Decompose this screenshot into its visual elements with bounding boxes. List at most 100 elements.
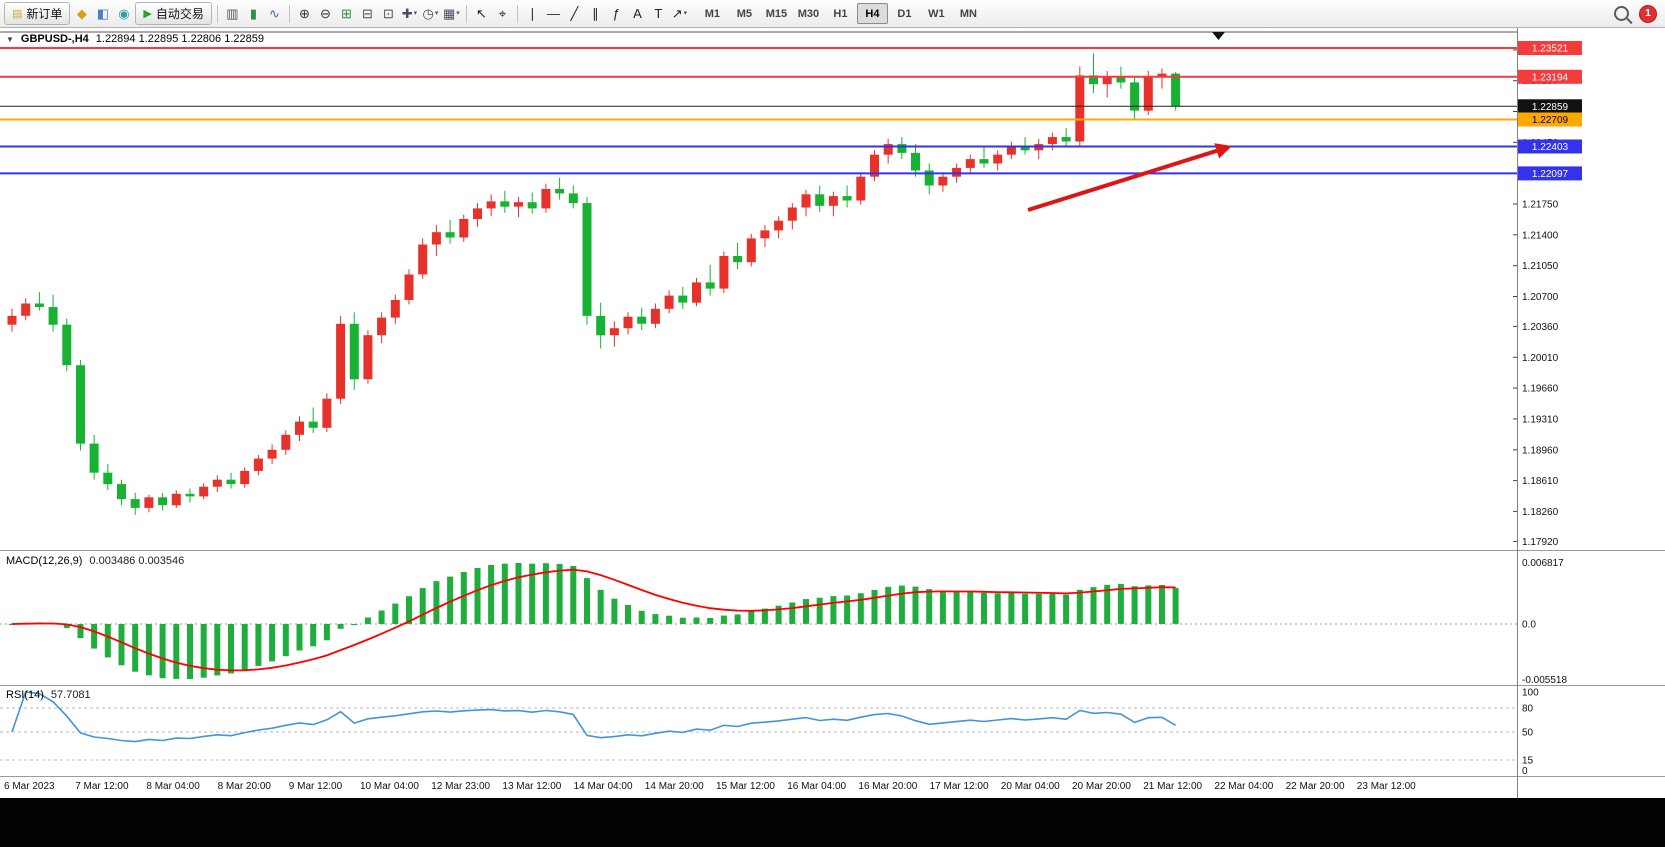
macd-bar [981,592,987,624]
template-icon[interactable]: ▦ ▾ [443,6,460,21]
candlestick-chart-icon[interactable]: ▮ [249,6,257,21]
period-icon-caret: ▾ [434,10,439,17]
candle [267,449,277,459]
cursor-icon[interactable]: ↖ [475,6,487,21]
candle [637,316,647,324]
time-marker-triangle[interactable] [1212,32,1225,40]
new-chart-icon[interactable]: ✚ ▾ [401,6,418,21]
macd-bar [666,615,673,624]
price-label: 1.22709 [1532,115,1569,126]
trend-arrow-line[interactable] [1027,148,1218,212]
macd-bar [939,590,946,624]
candle [377,317,387,336]
trend-arrow-head [1214,143,1232,159]
line-chart-icon[interactable]: ∿ [268,6,280,21]
candle [924,170,934,186]
arrows-icon[interactable]: ↗ ▾ [671,6,688,21]
period-icon[interactable]: ◷ ▾ [422,6,439,21]
candle [62,324,72,366]
candle [295,421,304,435]
candle [787,207,797,221]
new-order-icon: ▤ [12,8,23,20]
macd-bar [967,591,974,624]
timeframe-m5[interactable]: M5 [736,7,753,20]
candle [609,328,619,336]
macd-values: 0.003486 0.003546 [89,555,185,567]
macd-panel[interactable]: 0.006817 0.0 -0.005518 [0,551,1665,685]
macd-bar [200,624,207,678]
x-axis-label: 20 Mar 04:00 [1000,781,1060,792]
timeframe-d1[interactable]: D1 [897,7,912,20]
macd-bar [638,610,645,624]
market-watch-icon[interactable]: ◧ [96,6,110,21]
horizontal-line-icon[interactable]: ― [546,6,560,21]
macd-bar [830,596,837,624]
price-alert-icon[interactable]: ◆ [76,6,87,21]
macd-bar [871,590,878,624]
time-axis[interactable]: 6 Mar 2023 7 Mar 12:00 8 Mar 04:00 8 Mar 20… [0,777,1665,798]
auto-trading-button[interactable]: ▶ 自动交易 [135,2,212,25]
data-window-icon[interactable]: ◉ [118,6,130,21]
notification-badge[interactable]: 1 [1639,4,1657,23]
macd-bar [1145,585,1152,624]
cascade-windows-icon[interactable]: ⊟ [361,6,373,21]
candle [952,167,962,177]
text-icon[interactable]: A [633,6,642,21]
rsi-canvas[interactable]: 100 80 50 150 [0,686,1665,776]
arrange-windows-icon[interactable]: ⊡ [382,6,394,21]
panel-separator[interactable] [0,550,1665,551]
x-axis-label: 6 Mar 2023 [4,781,55,792]
timeframe-m15[interactable]: M15 [765,7,788,20]
zoom-in-icon[interactable]: ⊕ [298,6,310,21]
equidistant-channel-icon[interactable]: ∥ [592,6,599,21]
x-axis-label: 9 Mar 12:00 [288,781,343,792]
macd-bar [392,603,399,624]
candle [623,316,633,329]
timeframe-w1[interactable]: W1 [928,7,945,20]
crosshair-icon[interactable]: ⌖ [498,6,507,21]
timeframe-h1[interactable]: H1 [833,7,848,20]
candle [418,244,428,275]
timeframe-m1[interactable]: M1 [704,7,721,20]
candle [760,230,770,239]
candle [979,159,989,164]
candle [965,159,975,168]
candle [815,194,825,206]
macd-bar [994,593,1001,624]
price-label: 1.22403 [1532,142,1569,153]
timeframe-m30[interactable]: M30 [797,7,820,20]
chart-symbol-period: GBPUSD-,H4 [20,33,89,45]
macd-bar [556,563,563,624]
macd-bar [296,624,303,651]
zoom-out-icon[interactable]: ⊖ [319,6,331,21]
macd-bar [693,617,700,624]
candle [746,238,756,263]
macd-bar [1022,593,1029,624]
vertical-line-icon[interactable]: ∣ [529,6,536,21]
bar-chart-icon[interactable]: ▥ [226,6,239,21]
chart-collapse-icon[interactable]: ▼ [6,35,14,44]
timeframe-mn[interactable]: MN [959,7,977,20]
new-order-button[interactable]: ▤ 新订单 [4,2,71,25]
price-chart-canvas[interactable]: 1.235001.231501.228001.224501.221001.217… [0,28,1665,550]
auto-trading-icon: ▶ [143,8,152,20]
timeframe-h4[interactable]: H4 [856,3,888,24]
y-axis-label: 1.20010 [1522,353,1559,364]
main-chart-panel[interactable]: 1.235001.231501.228001.224501.221001.217… [0,28,1665,550]
candle [527,202,537,209]
candle [1130,82,1140,111]
panel-separator[interactable] [0,685,1665,686]
trendline-icon[interactable]: ╱ [570,6,579,21]
price-label: 1.22097 [1532,169,1569,180]
y-axis-label: 1.17920 [1522,537,1559,548]
tile-windows-icon[interactable]: ⊞ [340,6,352,21]
text-label-icon[interactable]: T [654,6,663,21]
rsi-axis-label: 80 [1522,704,1534,715]
candle [404,274,414,300]
macd-canvas[interactable]: 0.006817 0.0 -0.005518 [0,551,1665,685]
x-axis-label: 8 Mar 20:00 [217,781,271,792]
rsi-panel[interactable]: 100 80 50 15 0 [0,686,1665,776]
search-icon[interactable] [1614,6,1629,21]
candle [514,202,523,207]
fibonacci-icon[interactable]: ƒ [612,6,621,21]
